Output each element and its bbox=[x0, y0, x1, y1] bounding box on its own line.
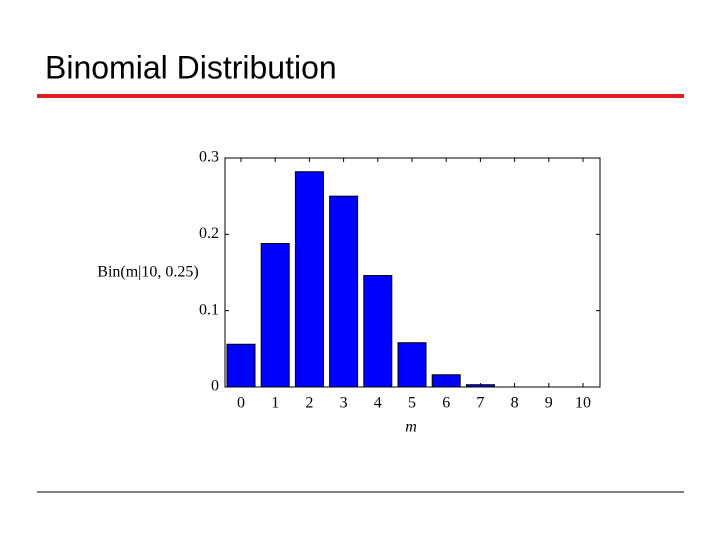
x-tick-label: 1 bbox=[271, 395, 279, 412]
y-tick-label: 0 bbox=[211, 378, 219, 395]
x-tick-label: 9 bbox=[545, 395, 553, 412]
bar bbox=[294, 171, 324, 388]
bar bbox=[397, 342, 427, 388]
x-axis-label: m bbox=[405, 419, 417, 436]
bar bbox=[226, 343, 256, 388]
y-tick-label: 0.3 bbox=[199, 149, 219, 166]
x-tick-label: 6 bbox=[442, 395, 450, 412]
x-tick-label: 10 bbox=[575, 395, 591, 412]
x-tick-label: 3 bbox=[340, 395, 348, 412]
x-tick-label: 7 bbox=[476, 395, 484, 412]
bar bbox=[465, 384, 495, 388]
bar bbox=[329, 195, 359, 388]
x-tick-label: 4 bbox=[374, 395, 382, 412]
bar bbox=[431, 374, 461, 388]
y-tick-label: 0.1 bbox=[199, 301, 219, 318]
x-tick-label: 0 bbox=[237, 395, 245, 412]
x-tick-label: 5 bbox=[408, 395, 416, 412]
y-axis-label: Bin(m|10, 0.25) bbox=[97, 264, 198, 281]
x-tick-label: 8 bbox=[511, 395, 519, 412]
bar bbox=[363, 275, 393, 388]
slide-title: Binomial Distribution bbox=[45, 49, 337, 85]
x-tick-label: 2 bbox=[305, 395, 313, 412]
bar bbox=[260, 242, 290, 388]
y-tick-label: 0.2 bbox=[199, 225, 219, 242]
